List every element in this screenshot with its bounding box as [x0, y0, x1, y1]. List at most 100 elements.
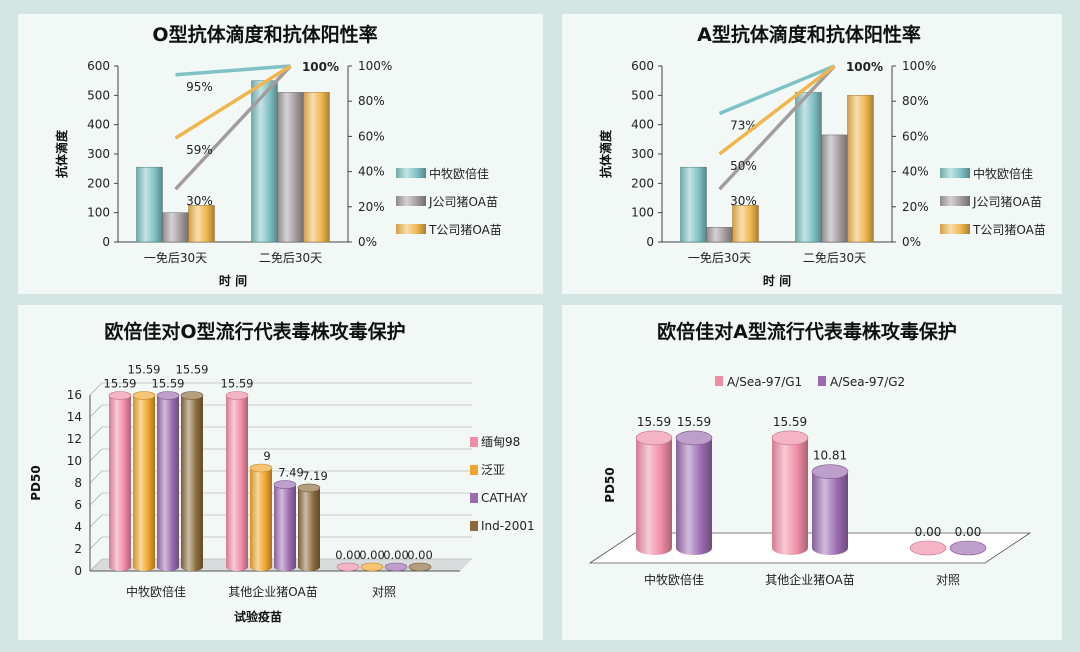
grid-diag: [89, 558, 103, 572]
bar-2: [706, 227, 733, 243]
x-tick-label: 对照: [372, 585, 396, 599]
legend-label-1: A/Sea-97/G1: [727, 375, 802, 389]
grid-diag: [89, 470, 103, 484]
chart-title: O型抗体滴度和抗体阳性率: [152, 23, 377, 46]
cylinder-body: [181, 395, 203, 567]
cylinder-3: [273, 480, 297, 571]
y2-tick-label: 80%: [902, 94, 929, 108]
cylinder-body: [226, 395, 248, 567]
y2-tick-label: 100%: [902, 59, 936, 73]
y-tick-label: 300: [631, 147, 654, 161]
cylinder-1: [771, 430, 809, 555]
cylinder-body: [772, 437, 808, 548]
cylinder-2: [132, 391, 156, 571]
y-tick-label: 400: [87, 118, 110, 132]
cylinder-body: [274, 484, 296, 567]
cylinder-body: [250, 468, 272, 567]
legend-label-2: A/Sea-97/G2: [830, 375, 905, 389]
data-label: 15.59: [128, 363, 161, 377]
cylinder-base: [274, 563, 296, 571]
chart-panel-a-protection: 欧倍佳对A型流行代表毒株攻毒保护 PD50 A/Sea-97/G1 A/Sea-97/…: [562, 305, 1062, 640]
data-label: 9: [263, 449, 270, 463]
y-tick-label: 500: [87, 88, 110, 102]
cylinder-body: [636, 437, 672, 548]
legend-label-1: 中牧欧倍佳: [973, 166, 1033, 181]
data-label: 0.00: [915, 525, 942, 539]
cylinder-top: [360, 562, 384, 572]
rate-end-label: 100%: [302, 60, 339, 74]
legend-swatch-2: [940, 196, 970, 206]
cylinder-2: [249, 463, 273, 571]
cylinder-4: [297, 483, 321, 571]
y-tick-label: 8: [74, 476, 82, 490]
grid-diag: [89, 514, 103, 528]
cylinder-body: [676, 437, 712, 548]
y-tick-label: 600: [87, 59, 110, 73]
cylinder-body: [298, 487, 320, 567]
data-label: 7.19: [302, 469, 328, 483]
x-tick-label: 其他企业猪OA苗: [765, 572, 854, 587]
x-axis-label: 时 间: [763, 273, 791, 288]
legend-swatch-3: [940, 224, 970, 234]
y-tick-label: 0: [74, 564, 82, 578]
cylinder-base: [676, 541, 712, 555]
x-tick-label: 其他企业猪OA苗: [228, 584, 317, 599]
y-tick-label: 4: [74, 520, 82, 534]
cylinder-top: [273, 480, 297, 489]
cylinder-top: [249, 463, 273, 473]
cylinder-base: [812, 541, 848, 555]
rate-label-2: 30%: [186, 194, 213, 208]
cylinder-1: [635, 430, 673, 555]
chart-title: A型抗体滴度和抗体阳性率: [697, 23, 921, 46]
y-tick-label: 16: [67, 388, 82, 402]
chart-panel-a-titer: A型抗体滴度和抗体阳性率 0 100 200 300 400 500 600 0% 20% 40% 6…: [562, 14, 1062, 294]
x-tick-label: 中牧欧倍佳: [644, 572, 704, 587]
cylinder-top: [408, 562, 432, 572]
cylinder-top: [336, 562, 360, 572]
cylinder-4: [408, 562, 432, 572]
cylinder-base: [636, 541, 672, 555]
y-tick-label: 100: [87, 206, 110, 220]
cylinder-base: [109, 563, 131, 571]
legend-swatch-1: [470, 437, 478, 447]
y2-tick-label: 20%: [358, 200, 385, 214]
chart-a-protection: 欧倍佳对A型流行代表毒株攻毒保护 PD50 A/Sea-97/G1 A/Sea-97/…: [588, 320, 1032, 587]
cylinder-body: [812, 471, 848, 548]
bar-3: [188, 205, 215, 243]
legend-swatch-4: [470, 521, 478, 531]
y-tick-label: 400: [631, 118, 654, 132]
y2-tick-label: 0%: [902, 235, 921, 249]
rate-label-1: 95%: [186, 80, 213, 94]
y2-tick-label: 0%: [358, 235, 377, 249]
data-label: 15.59: [677, 415, 711, 429]
y2-tick-label: 40%: [902, 165, 929, 179]
legend-swatch-3: [396, 224, 426, 234]
legend-swatch-1: [396, 168, 426, 178]
y-tick-label: 100: [631, 206, 654, 220]
data-label: 0.00: [359, 548, 385, 562]
grid-diag: [89, 404, 103, 418]
legend-swatch-1: [715, 376, 723, 386]
rate-line-1: [175, 64, 291, 77]
grid-diag: [89, 492, 103, 506]
data-label: 7.49: [278, 466, 304, 480]
cylinder-2: [811, 464, 849, 555]
y2-tick-label: 40%: [358, 165, 385, 179]
grid-diag: [89, 448, 103, 462]
bar-1: [795, 92, 822, 243]
cylinder-1: [336, 562, 360, 572]
y-tick-label: 12: [67, 432, 82, 446]
cylinder-body: [157, 395, 179, 567]
x-tick-label: 二免后30天: [259, 250, 322, 265]
cylinder-base: [181, 563, 203, 571]
y-axis-label: PD50: [603, 467, 617, 502]
bar-2: [821, 134, 848, 243]
legend-label-4: Ind-2001: [481, 519, 535, 533]
cylinder-top: [771, 430, 809, 446]
legend-label-2: J公司猪OA苗: [972, 195, 1042, 209]
bar-2: [277, 92, 304, 243]
cylinder-top: [132, 391, 156, 400]
y2-tick-label: 20%: [902, 200, 929, 214]
bar-3: [732, 205, 759, 243]
cylinder-top: [108, 391, 132, 400]
